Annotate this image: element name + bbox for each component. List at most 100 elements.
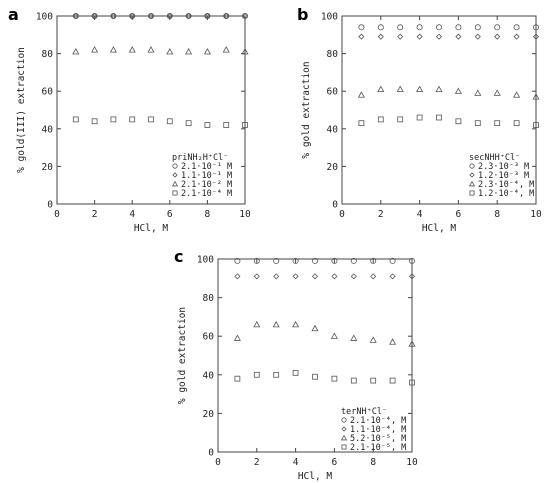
data-point-triangle — [253, 320, 261, 328]
legend-entry: 2.3·10⁻³ M — [478, 162, 529, 172]
x-tick-label: 4 — [129, 209, 135, 220]
legend-marker-diamond — [469, 172, 475, 178]
data-point-circle — [513, 24, 520, 31]
y-tick-label: 100 — [321, 12, 338, 23]
data-point-circle — [389, 257, 396, 264]
legend-marker-diamond — [172, 172, 178, 178]
legend: secNHH⁺Cl⁻2.3·10⁻³ M1.2·10⁻³ M2.3·10⁻⁴, … — [468, 153, 534, 199]
data-point-square — [513, 120, 520, 127]
data-point-triangle — [396, 85, 404, 93]
data-point-triangle — [513, 91, 521, 98]
y-tick-label: 20 — [42, 162, 54, 173]
data-point-diamond — [129, 12, 136, 20]
data-point-square — [350, 377, 357, 384]
x-tick-label: 2 — [254, 457, 260, 468]
data-point-square — [253, 371, 260, 378]
y-axis-title: % gold(III) extraction — [16, 47, 27, 173]
data-point-circle — [350, 257, 357, 264]
data-point-diamond — [91, 12, 98, 20]
x-tick-label: 0 — [54, 209, 60, 220]
data-point-square — [358, 120, 365, 127]
data-point-circle — [370, 257, 377, 264]
data-point-triangle — [474, 89, 482, 96]
y-tick-label: 100 — [197, 255, 214, 266]
data-point-diamond — [532, 33, 540, 40]
data-point-square — [166, 118, 173, 125]
data-point-diamond — [408, 273, 416, 280]
x-tick-label: 2 — [378, 209, 384, 220]
data-point-circle — [253, 257, 260, 264]
data-point-triangle — [369, 336, 377, 343]
data-point-square — [397, 116, 404, 123]
data-point-diamond — [358, 33, 365, 40]
data-point-square — [204, 122, 211, 128]
x-tick-label: 10 — [406, 457, 418, 468]
legend-entry: 2.1·10⁻² M — [181, 180, 232, 190]
data-point-diamond — [416, 33, 423, 40]
data-point-diamond — [389, 273, 396, 280]
x-axis-title: HCl, M — [134, 223, 169, 234]
data-point-square — [273, 371, 280, 378]
x-tick-label: 6 — [456, 209, 462, 220]
data-point-square — [533, 122, 539, 128]
data-point-circle — [533, 24, 540, 31]
data-point-triangle — [330, 332, 338, 339]
data-point-square — [110, 116, 117, 123]
legend-entry: 1.2·10⁻³ M — [478, 171, 529, 181]
x-tick-label: 6 — [167, 209, 173, 220]
data-point-triangle — [435, 85, 443, 93]
data-point-diamond — [241, 12, 249, 20]
y-tick-label: 0 — [208, 448, 214, 459]
data-point-circle — [416, 24, 423, 31]
legend-marker-triangle — [171, 180, 179, 187]
data-point-diamond — [292, 273, 299, 280]
legend-title: priNH₂H⁺Cl⁻ — [172, 153, 228, 163]
legend-entry: 1.1·10⁻⁴, M — [350, 425, 406, 435]
y-tick-label: 40 — [327, 124, 339, 135]
data-point-triangle — [241, 48, 249, 55]
data-point-square — [436, 114, 442, 121]
data-point-diamond — [397, 33, 404, 40]
data-point-triangle — [166, 48, 174, 55]
y-tick-label: 100 — [36, 12, 53, 23]
data-point-diamond — [72, 12, 79, 20]
legend-entry: 2.1·10⁻⁴, M — [350, 416, 406, 426]
data-point-diamond — [166, 12, 173, 20]
data-point-square — [312, 373, 318, 380]
data-point-square — [148, 116, 154, 123]
chart-panel-b: 0 20 40 60 80 100 0 2 4 6 8 10 HCl, M % gold extracti… — [301, 12, 542, 235]
x-tick-label: 4 — [293, 457, 299, 468]
data-point-diamond — [273, 273, 280, 280]
x-tick-label: 4 — [417, 209, 423, 220]
y-tick-label: 0 — [47, 200, 53, 211]
data-point-triangle — [408, 340, 416, 347]
data-point-square — [389, 377, 396, 384]
data-point-diamond — [377, 33, 384, 40]
legend-entry: 2.1·10⁻⁵, M — [350, 443, 406, 453]
y-tick-label: 60 — [327, 87, 339, 98]
legend-marker-triangle — [340, 434, 348, 441]
data-point-triangle — [357, 91, 365, 98]
data-point-triangle — [493, 89, 501, 96]
y-tick-label: 20 — [203, 409, 215, 420]
data-point-circle — [474, 24, 481, 31]
data-point-square — [72, 116, 79, 123]
data-point-diamond — [311, 273, 319, 280]
data-point-diamond — [110, 12, 117, 20]
data-point-diamond — [253, 273, 260, 280]
plot-frame — [341, 15, 537, 205]
data-point-circle — [292, 257, 299, 264]
chart-panel-a: 0 20 40 60 80 100 0 2 4 6 8 10 HCl, M % gold(III) ext… — [16, 12, 251, 235]
legend-entry: 1.1·10⁻¹ M — [181, 171, 232, 181]
data-point-triangle — [233, 334, 241, 341]
x-tick-label: 8 — [370, 457, 376, 468]
data-point-triangle — [185, 48, 193, 55]
panel-label-a: a — [8, 5, 19, 24]
legend-title: secNHH⁺Cl⁻ — [469, 153, 520, 163]
x-tick-label: 0 — [339, 209, 345, 220]
legend-marker-square — [469, 190, 475, 196]
data-point-square — [91, 118, 98, 125]
data-point-triangle — [72, 48, 80, 55]
y-axis-title: % gold extraction — [301, 61, 312, 158]
data-point-triangle — [454, 87, 462, 94]
